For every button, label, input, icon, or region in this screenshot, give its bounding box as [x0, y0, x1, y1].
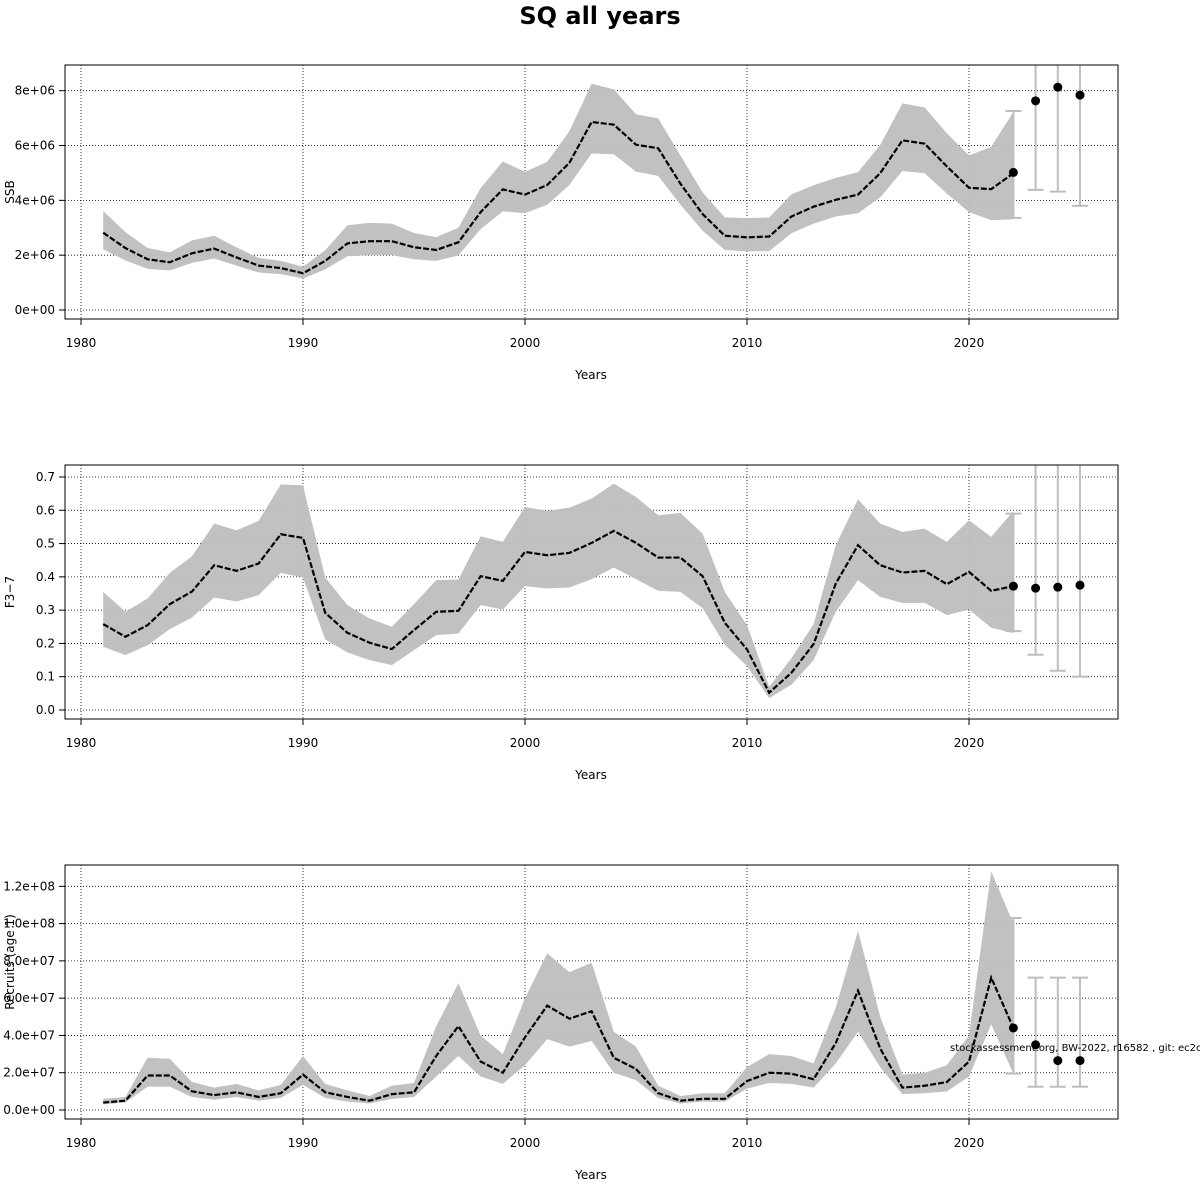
panel-frame	[64, 864, 1119, 1120]
panel-recruits: 1980 1990 2000 2010 2020 0.0e+00 2.0e+07 4.0e+0…	[3, 864, 1119, 1182]
y-tick-label: 0.7	[36, 470, 55, 484]
y-axis-label: F3−7	[3, 576, 17, 608]
x-tick-label: 1980	[66, 336, 97, 350]
x-tick-label: 1990	[288, 1136, 319, 1150]
y-tick-label: 2.0e+07	[3, 1066, 55, 1080]
y-tick-label: 1.2e+08	[3, 879, 55, 893]
y-tick-label: 8e+06	[15, 84, 55, 98]
y-tick-label: 8.0e+07	[3, 954, 55, 968]
y-tick-label: 0.0	[36, 703, 55, 717]
forecast-point	[1075, 580, 1085, 590]
x-tick-label: 1990	[288, 736, 319, 750]
forecast-point	[1008, 581, 1018, 591]
forecast-point	[1008, 1023, 1018, 1033]
estimate-line	[102, 120, 1015, 275]
x-tick-label: 1980	[66, 736, 97, 750]
plot-area	[102, 65, 1088, 279]
y-tick-label: 0e+00	[15, 303, 55, 317]
estimate-line	[102, 529, 1014, 695]
confidence-band	[103, 483, 1014, 699]
forecast-point	[1031, 96, 1041, 106]
forecast-point	[1053, 582, 1063, 592]
x-axis-label: Years	[574, 1168, 607, 1182]
plot-area	[102, 465, 1088, 699]
forecast-point	[1031, 583, 1041, 593]
forecast-point	[1008, 167, 1018, 177]
panel-fbar: 1980 1990 2000 2010 2020 0.0 0.1 0.2 0.3 0.4 0.5 0.…	[3, 464, 1119, 782]
y-tick-label: 4.0e+07	[3, 1028, 55, 1042]
y-tick-label: 1.0e+08	[3, 917, 55, 931]
y-tick-label: 0.6	[36, 503, 55, 517]
y-tick-label: 6.0e+07	[3, 991, 55, 1005]
signature: stockassessment.org, BW-2022, r16582 , g…	[950, 1043, 1200, 1054]
panel-frame	[64, 64, 1119, 320]
forecast-point	[1031, 1040, 1041, 1050]
x-tick-label: 1990	[288, 336, 319, 350]
x-tick-label: 2020	[954, 336, 985, 350]
x-tick-label: 2020	[954, 736, 985, 750]
confidence-band	[103, 83, 1014, 279]
x-tick-label: 2000	[510, 1136, 541, 1150]
forecast-point	[1053, 82, 1063, 92]
forecast-point	[1075, 1056, 1085, 1066]
y-tick-label: 0.5	[36, 537, 55, 551]
x-tick-label: 2020	[954, 1136, 985, 1150]
x-tick-label: 2010	[732, 336, 763, 350]
y-tick-label: 0.4	[36, 570, 55, 584]
y-tick-label: 4e+06	[15, 193, 55, 207]
panel-ssb: 1980 1990 2000 2010 2020 0e+00 2e+06 4e+06 6e+06…	[3, 64, 1119, 382]
x-axis-label: Years	[574, 768, 607, 782]
y-axis-label: SSB	[3, 180, 17, 203]
y-tick-label: 6e+06	[15, 139, 55, 153]
y-tick-label: 0.3	[36, 603, 55, 617]
y-axis-label: Recruits (age 1)	[3, 914, 17, 1010]
estimate-line	[103, 974, 1015, 1104]
x-tick-label: 2010	[732, 736, 763, 750]
forecast-point	[1075, 90, 1085, 100]
forecast-point	[1053, 1056, 1063, 1066]
y-tick-label: 0.1	[36, 670, 55, 684]
x-tick-label: 1980	[66, 1136, 97, 1150]
y-tick-label: 0.0e+00	[3, 1103, 55, 1117]
panel-frame	[64, 464, 1119, 720]
confidence-band	[103, 871, 1014, 1105]
chart-title: SQ all years	[519, 2, 680, 30]
x-tick-label: 2000	[510, 336, 541, 350]
y-tick-label: 2e+06	[15, 248, 55, 262]
x-tick-label: 2000	[510, 736, 541, 750]
y-tick-label: 0.2	[36, 636, 55, 650]
panels: 1980 1990 2000 2010 2020 0e+00 2e+06 4e+06 6e+06…	[3, 64, 1119, 1182]
plot-area	[103, 871, 1088, 1105]
x-axis-label: Years	[574, 368, 607, 382]
x-tick-label: 2010	[732, 1136, 763, 1150]
